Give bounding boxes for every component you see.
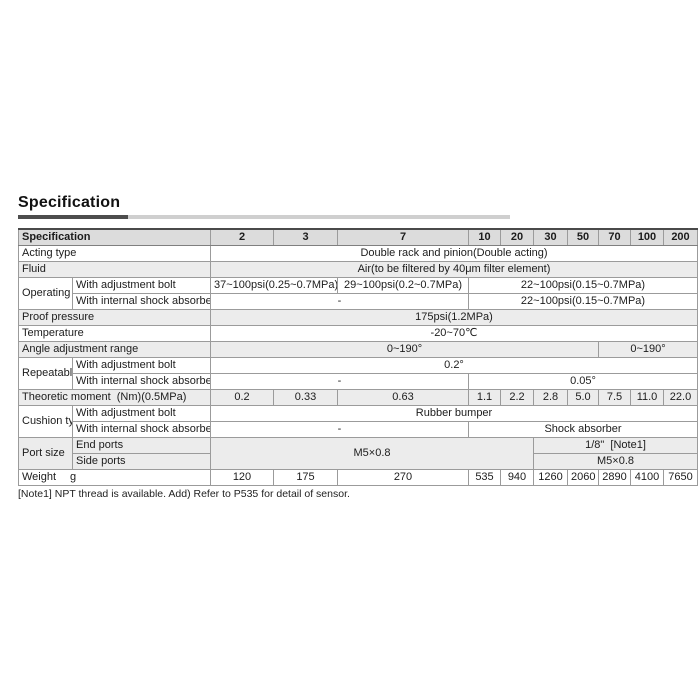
fluid-value: Air(to be filtered by 40μm filter elemen… — [210, 261, 698, 278]
theoretic-moment-value: 2.8 — [533, 389, 568, 406]
row-label-operating-pressure: Operating pressure — [18, 277, 73, 310]
row-repeatable-absorber: With internal shock absorber - 0.05° — [19, 373, 698, 390]
repeatable-precision-dash: - — [210, 373, 469, 390]
theoretic-moment-value: 2.2 — [500, 389, 534, 406]
size-header-10: 10 — [468, 228, 501, 246]
sub-label-with-adjustment-bolt: With adjustment bolt — [72, 277, 211, 294]
weight-value: 120 — [210, 469, 274, 486]
weight-value: 270 — [337, 469, 469, 486]
size-header-20: 20 — [500, 228, 534, 246]
repeatable-precision-value: 0.2° — [210, 357, 698, 374]
weight-value: 940 — [500, 469, 534, 486]
row-label-acting-type: Acting type — [18, 245, 211, 262]
weight-value: 175 — [273, 469, 338, 486]
size-header-2: 2 — [210, 228, 274, 246]
size-header-30: 30 — [533, 228, 568, 246]
cushion-type-dash: - — [210, 421, 469, 438]
row-port-size-side: Side ports M5×0.8 — [19, 453, 698, 470]
sub-label-side-ports: Side ports — [72, 453, 211, 470]
row-theoretic-moment: Theoretic moment (Nm)(0.5MPa) 0.2 0.33 0… — [18, 389, 698, 406]
weight-value: 4100 — [630, 469, 664, 486]
row-cushion-absorber: With internal shock absorber - Shock abs… — [19, 421, 698, 438]
sub-label-with-adjustment-bolt: With adjustment bolt — [72, 405, 211, 422]
weight-value: 2060 — [567, 469, 599, 486]
weight-unit: g — [70, 471, 77, 483]
operating-pressure-value: 22~100psi(0.15~0.7MPa) — [468, 277, 698, 294]
row-operating-pressure-bolt: Operating pressure With adjustment bolt … — [18, 277, 698, 310]
sub-label-with-internal-shock-absorber: With internal shock absorber — [72, 373, 211, 390]
row-label-fluid: Fluid — [18, 261, 211, 278]
size-header-50: 50 — [567, 228, 599, 246]
row-temperature: Temperature -20~70℃ — [18, 325, 698, 342]
footnote: [Note1] NPT thread is available. Add) Re… — [18, 488, 350, 500]
size-header-3: 3 — [273, 228, 338, 246]
title-underline — [18, 215, 510, 219]
row-label-repeatable-precision: Repeatable precision — [18, 357, 73, 390]
sub-label-with-adjustment-bolt: With adjustment bolt — [72, 357, 211, 374]
weight-value: 2890 — [598, 469, 631, 486]
operating-pressure-dash: - — [210, 293, 469, 310]
theoretic-moment-value: 5.0 — [567, 389, 599, 406]
theoretic-moment-value: 1.1 — [468, 389, 501, 406]
theoretic-moment-value: 7.5 — [598, 389, 631, 406]
theoretic-moment-value: 0.63 — [337, 389, 469, 406]
table-header-row: Specification 2 3 7 10 20 30 50 70 100 2… — [18, 228, 698, 246]
weight-value: 535 — [468, 469, 501, 486]
acting-type-value: Double rack and pinion(Double acting) — [210, 245, 698, 262]
theoretic-moment-value: 22.0 — [663, 389, 698, 406]
operating-pressure-value: 29~100psi(0.2~0.7MPa) — [337, 277, 469, 294]
row-acting-type: Acting type Double rack and pinion(Doubl… — [18, 245, 698, 262]
proof-pressure-value: 175psi(1.2MPa) — [210, 309, 698, 326]
theoretic-moment-value: 0.2 — [210, 389, 274, 406]
theoretic-moment-value: 11.0 — [630, 389, 664, 406]
weight-value: 7650 — [663, 469, 698, 486]
row-label-angle-adjustment: Angle adjustment range — [18, 341, 211, 358]
row-label-proof-pressure: Proof pressure — [18, 309, 211, 326]
page-title: Specification — [18, 194, 121, 211]
port-size-end-value-large-sizes: 1/8" [Note1] — [533, 437, 698, 454]
row-label-temperature: Temperature — [18, 325, 211, 342]
weight-label: Weight — [22, 471, 57, 483]
row-weight: Weight g 120 175 270 535 940 1260 2060 28… — [18, 469, 698, 486]
port-size-value-small-sizes: M5×0.8 — [210, 437, 534, 470]
row-label-port-size: Port size — [18, 437, 73, 470]
row-fluid: Fluid Air(to be filtered by 40μm filter … — [18, 261, 698, 278]
row-operating-pressure-absorber: With internal shock absorber - 22~100psi… — [19, 293, 698, 310]
sub-label-with-internal-shock-absorber: With internal shock absorber — [72, 293, 211, 310]
size-header-70: 70 — [598, 228, 631, 246]
row-label-theoretic-moment: Theoretic moment (Nm)(0.5MPa) — [18, 389, 211, 406]
row-label-cushion-type: Cushion type — [18, 405, 73, 438]
cushion-type-value: Rubber bumper — [210, 405, 698, 422]
temperature-value: -20~70℃ — [210, 325, 698, 342]
weight-value: 1260 — [533, 469, 568, 486]
row-angle-adjustment: Angle adjustment range 0~190° 0~190° — [18, 341, 698, 358]
angle-range-value: 0~190° — [210, 341, 599, 358]
operating-pressure-value: 22~100psi(0.15~0.7MPa) — [468, 293, 698, 310]
row-port-size-end: Port size End ports M5×0.8 1/8" [Note1] — [18, 437, 698, 470]
theoretic-moment-value: 0.33 — [273, 389, 338, 406]
row-label-weight: Weight g — [18, 469, 211, 486]
sub-label-with-internal-shock-absorber: With internal shock absorber — [72, 421, 211, 438]
title-underline-dark-segment — [18, 215, 128, 219]
row-cushion-bolt: Cushion type With adjustment bolt Rubber… — [18, 405, 698, 438]
header-spec-label: Specification — [18, 228, 211, 246]
row-proof-pressure: Proof pressure 175psi(1.2MPa) — [18, 309, 698, 326]
size-header-7: 7 — [337, 228, 469, 246]
size-header-100: 100 — [630, 228, 664, 246]
sub-label-end-ports: End ports — [72, 437, 211, 454]
repeatable-precision-value: 0.05° — [468, 373, 698, 390]
title-underline-light-segment — [128, 215, 510, 219]
angle-range-value: 0~190° — [598, 341, 698, 358]
operating-pressure-value: 37~100psi(0.25~0.7MPa) — [210, 277, 338, 294]
size-header-200: 200 — [663, 228, 698, 246]
port-size-side-value-large-sizes: M5×0.8 — [533, 453, 698, 470]
specification-table: Specification 2 3 7 10 20 30 50 70 100 2… — [18, 228, 698, 486]
row-repeatable-bolt: Repeatable precision With adjustment bol… — [18, 357, 698, 390]
cushion-type-value: Shock absorber — [468, 421, 698, 438]
